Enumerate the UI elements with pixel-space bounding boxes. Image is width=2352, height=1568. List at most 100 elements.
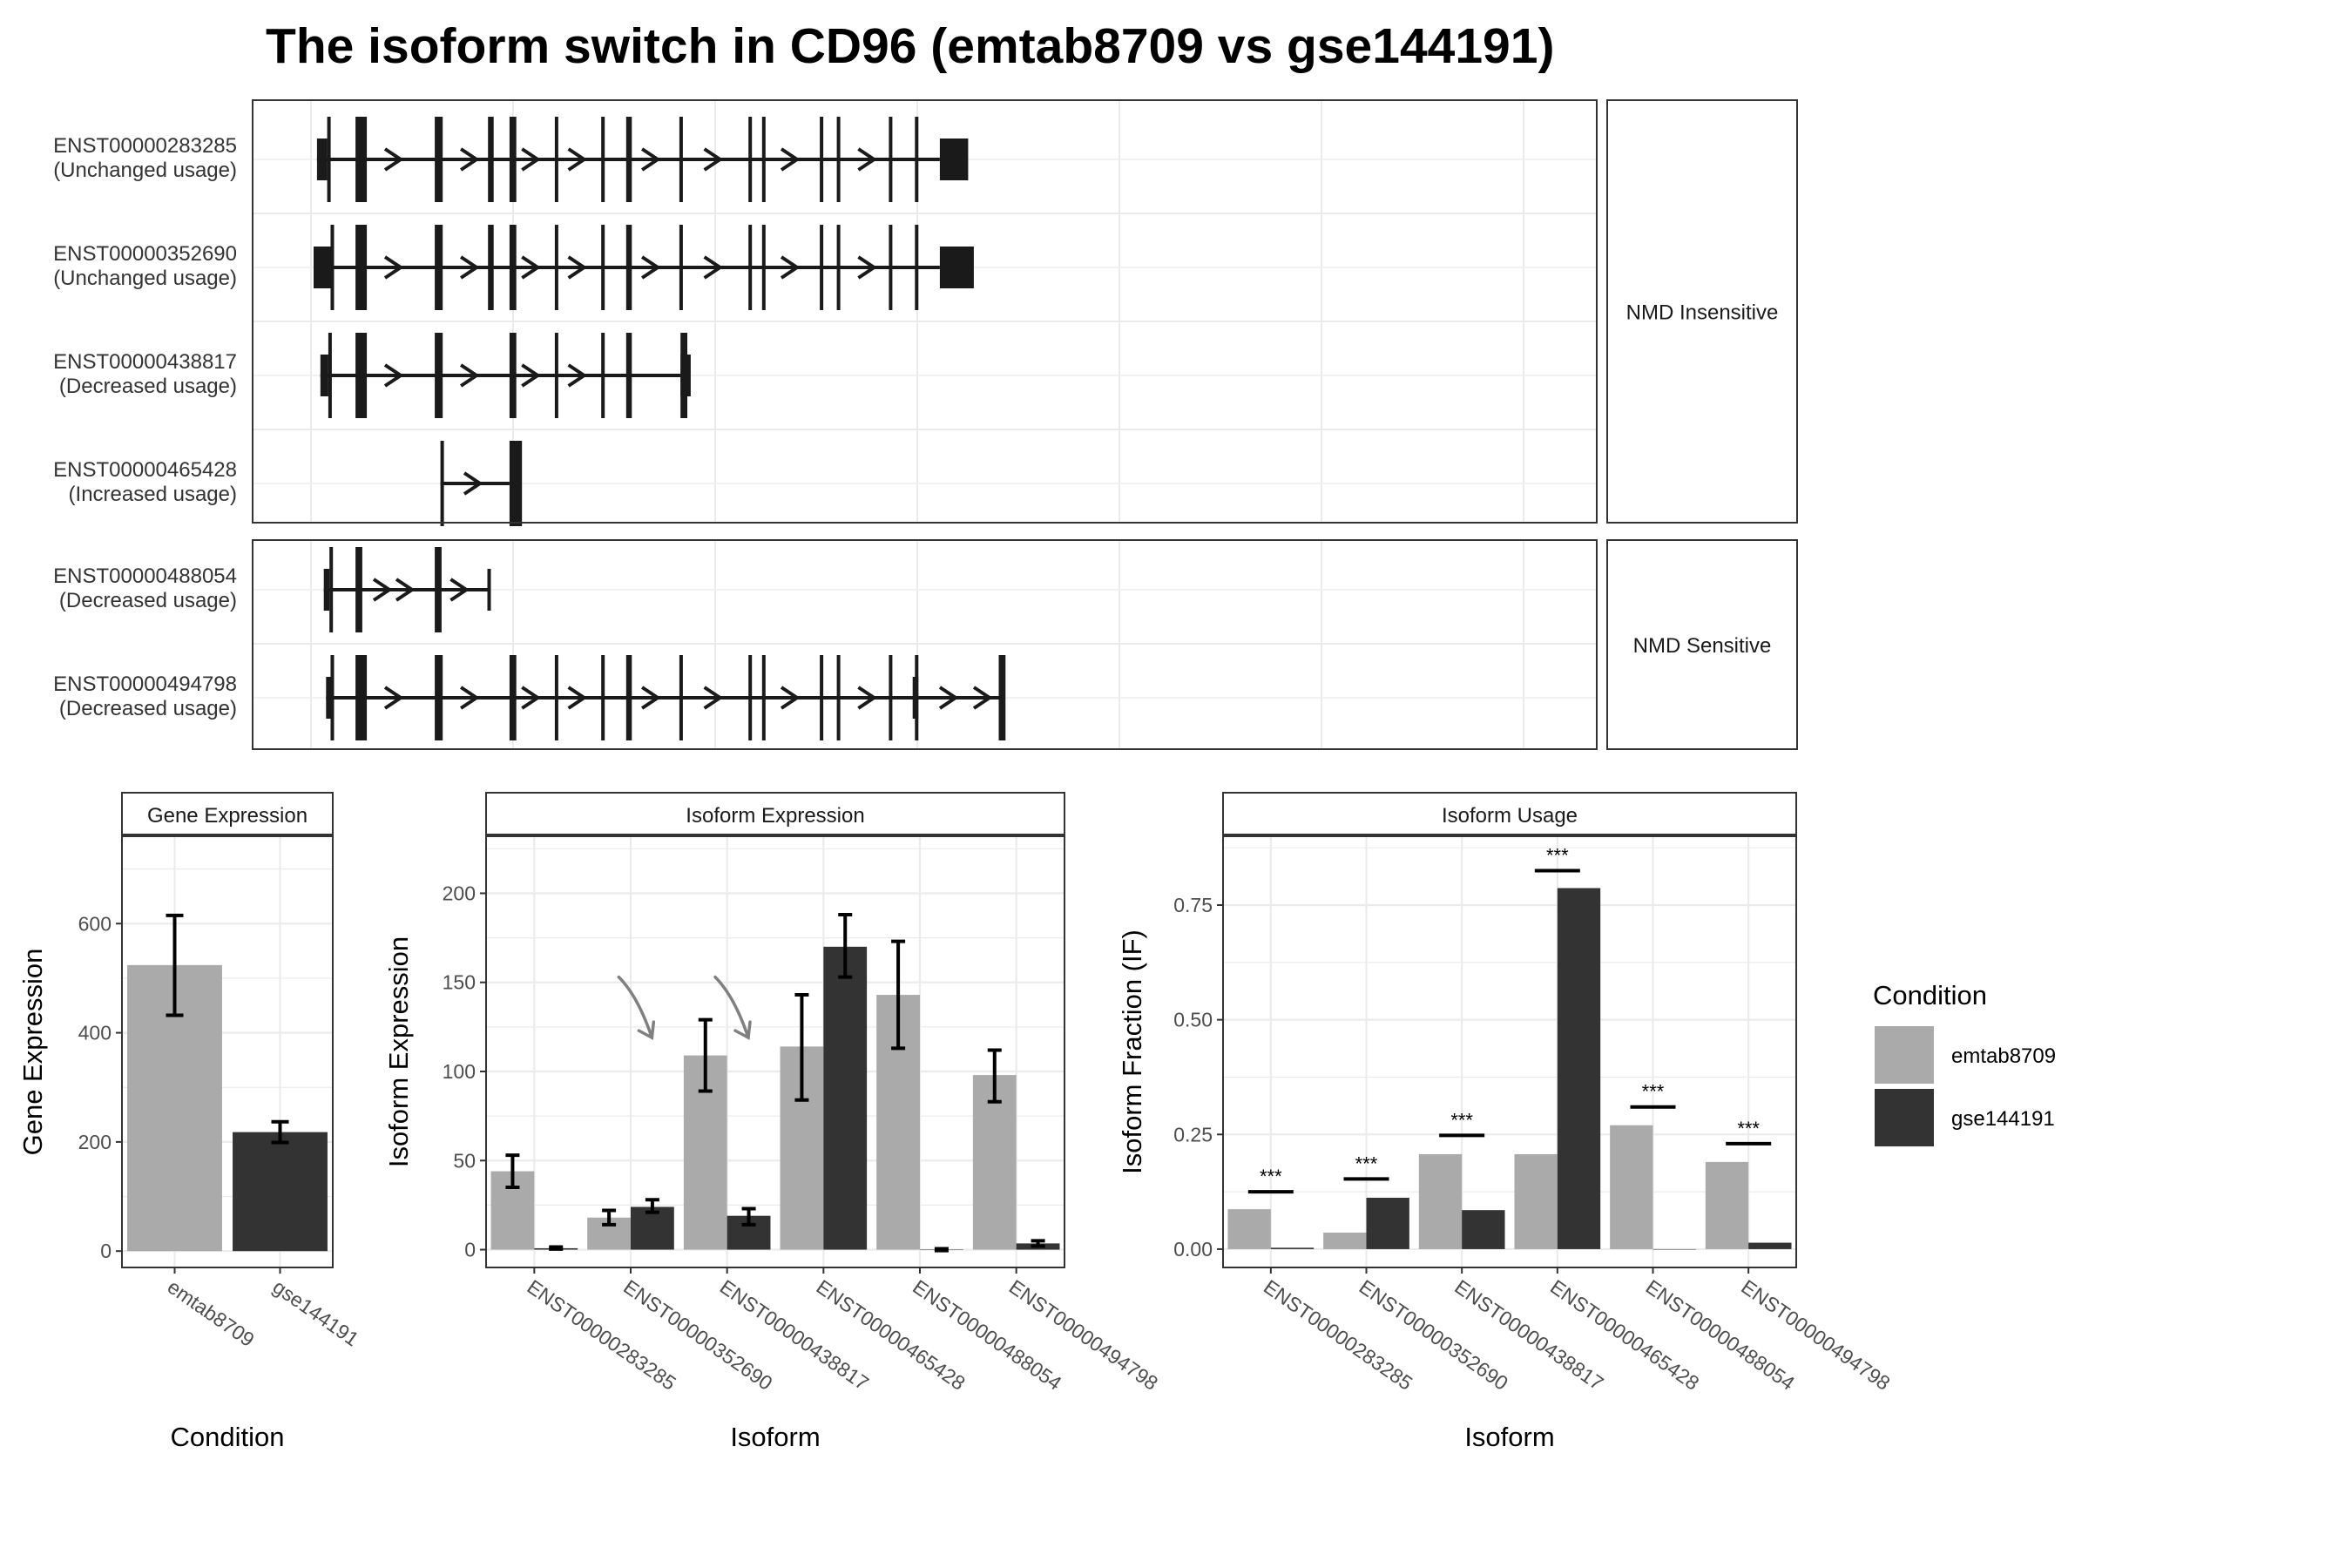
error-bar [741,1206,756,1227]
coding-exon [761,117,766,202]
coding-exon [355,225,368,310]
direction-arrow [640,255,661,280]
direction-arrow [521,147,541,172]
bar-gse144191-ENST00000438817 [1462,1210,1505,1249]
direction-arrow [703,255,724,280]
bar-gse144191-ENST00000465428 [823,946,868,1250]
plot-background [486,836,1064,1267]
bar-gse144191-ENST00000283285 [1270,1247,1315,1249]
y-tick-label: 50 [453,1149,476,1172]
plot-border [1222,835,1797,1268]
direction-arrow [938,686,959,710]
direction-arrow [521,686,541,710]
figure-title: The isoform switch in CD96 (emtab8709 vs… [266,18,1554,74]
coding-exon [679,225,683,310]
coding-exon [554,117,558,202]
condition-legend: Condition emtab8709 gse144191 [1873,980,2056,1146]
structure-strip-label: NMD Insensitive [1626,301,1779,325]
structure-strip-label: NMD Sensitive [1633,634,1772,658]
transcript-usage-label: (Decreased usage) [59,589,237,612]
direction-arrow [640,147,661,172]
coding-exon [761,655,766,740]
y-axis-title: Gene Expression [17,949,48,1156]
transcript-usage-label: (Decreased usage) [59,375,237,398]
utr-exon [316,139,328,180]
utr-exon [939,247,974,288]
coding-exon [915,225,919,310]
transcript-ENST00000283285: ENST00000283285(Unchanged usage) [53,117,969,202]
coding-exon [625,225,632,310]
direction-arrow [567,686,588,710]
utr-exon [320,355,328,396]
coding-exon [889,655,893,740]
transcript-id-label: ENST00000283285 [53,134,237,158]
facet-strip-title: Isoform Expression [686,804,864,828]
coding-exon [998,655,1006,740]
y-tick-label: 150 [443,971,476,994]
plot-border [121,835,334,1268]
coding-exon [625,655,632,740]
coding-exon [748,655,753,740]
coding-exon [327,117,331,202]
coding-exon [601,655,605,740]
coding-exon [435,117,443,202]
direction-arrow [521,255,541,280]
structure-panel-border [252,99,1598,524]
coding-exon [761,225,766,310]
direction-arrow [780,686,801,710]
annotation-arrow-shaft [713,975,750,1039]
transcript-id-label: ENST00000488054 [53,564,237,588]
coding-exon [330,225,335,310]
y-tick-label: 0.00 [1173,1238,1213,1260]
coding-exon [509,117,517,202]
bar-gse144191-ENST00000488054 [1652,1248,1696,1250]
y-tick-label: 200 [443,882,476,904]
coding-exon [889,225,893,310]
coding-exon [915,655,919,740]
error-bar [645,1198,659,1214]
bar-emtab8709-ENST00000494798 [1705,1161,1749,1249]
bar-gse144191-ENST00000352690 [1366,1197,1409,1249]
bar-emtab8709-ENST00000352690 [1323,1232,1367,1249]
direction-arrow [567,147,588,172]
direction-arrow [857,686,878,710]
direction-arrow [640,686,661,710]
error-bar [838,913,853,979]
direction-arrow [383,686,404,710]
coding-exon [509,655,517,740]
y-tick-label: 0 [464,1239,476,1261]
direction-arrow [395,578,416,602]
error-bar [934,1247,949,1253]
coding-exon [488,225,494,310]
coding-exon [554,333,558,418]
coding-exon [435,333,443,418]
coding-exon [820,225,824,310]
y-tick-label: 0.25 [1173,1123,1213,1146]
direction-arrow [972,686,993,710]
x-tick-label: gse144191 [269,1275,363,1351]
coding-exon [679,655,683,740]
y-tick-label: 0 [100,1240,112,1262]
annotation-arrow [713,975,752,1040]
y-axis-title: Isoform Expression [383,936,414,1167]
transcript-id-label: ENST00000494798 [53,672,237,696]
direction-arrow [857,147,878,172]
direction-arrow [383,147,404,172]
plot-background [1223,836,1796,1267]
coding-exon [601,333,605,418]
x-axis-title: Isoform [1464,1422,1554,1452]
coding-exon [435,225,443,310]
legend-title: Condition [1873,980,1987,1010]
significance-label: *** [1737,1118,1760,1139]
direction-arrow [567,363,588,388]
direction-arrow [703,686,724,710]
coding-exon [836,117,841,202]
transcript-ENST00000494798: ENST00000494798(Decreased usage) [53,655,1006,740]
coding-exon [748,117,753,202]
coding-exon [355,117,368,202]
coding-exon [625,117,632,202]
error-bar [794,993,809,1102]
bar-charts: 0 200 400 600 Gene Expression emtab8709 gse144… [17,792,1895,1452]
coding-exon [820,117,824,202]
